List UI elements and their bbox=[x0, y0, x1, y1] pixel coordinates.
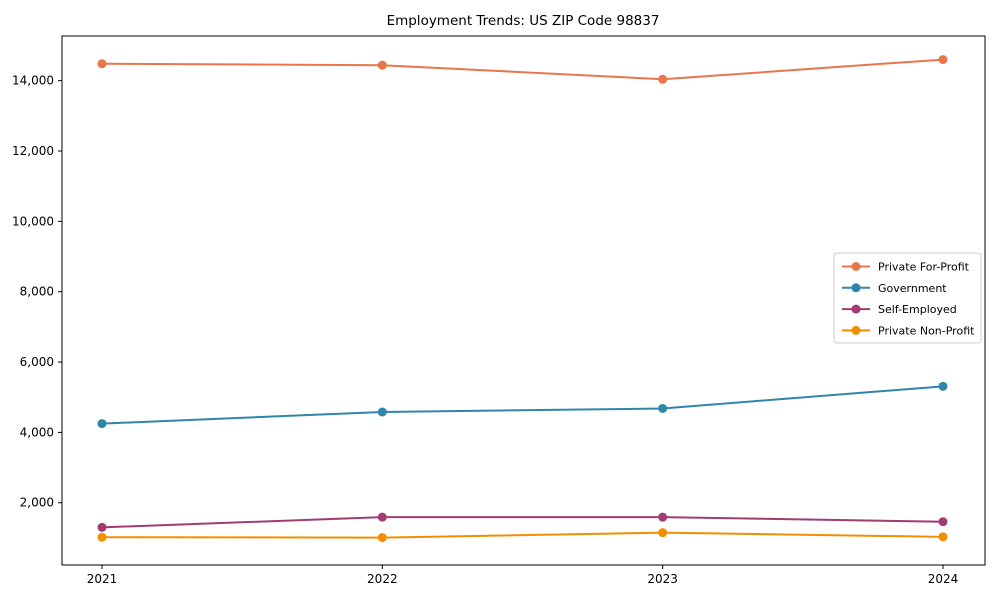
legend-label: Self-Employed bbox=[878, 303, 957, 316]
legend-marker bbox=[851, 325, 861, 335]
series-line-government bbox=[101, 385, 944, 425]
data-point-self-employed-2022 bbox=[377, 512, 387, 522]
data-point-private-for-profit-2021 bbox=[97, 59, 107, 69]
data-point-private-non-profit-2022 bbox=[377, 533, 387, 543]
data-point-private-non-profit-2023 bbox=[658, 528, 668, 538]
x-tick-label: 2024 bbox=[928, 572, 959, 586]
data-point-private-non-profit-2021 bbox=[97, 532, 107, 542]
legend-box bbox=[833, 252, 982, 344]
legend: Private For-Profit Government Self-Employe… bbox=[833, 252, 982, 344]
data-point-government-2023 bbox=[658, 403, 668, 413]
y-tick-label: 2,000 bbox=[20, 496, 54, 510]
legend-label: Private For-Profit bbox=[878, 261, 970, 274]
data-point-self-employed-2021 bbox=[97, 522, 107, 532]
data-point-private-for-profit-2022 bbox=[377, 60, 387, 70]
x-tick-label: 2022 bbox=[367, 572, 398, 586]
y-tick-label: 8,000 bbox=[20, 285, 54, 299]
legend-marker bbox=[851, 283, 861, 293]
legend-label: Government bbox=[878, 282, 947, 295]
data-point-self-employed-2024 bbox=[938, 517, 948, 527]
data-point-government-2024 bbox=[938, 381, 948, 391]
data-point-self-employed-2023 bbox=[658, 512, 668, 522]
legend-marker bbox=[851, 304, 861, 314]
y-tick-label: 14,000 bbox=[12, 74, 54, 88]
series-line-private-non-profit bbox=[101, 531, 944, 539]
x-tick-label: 2021 bbox=[87, 572, 118, 586]
plot-area: 2,000 4,000 6,000 8,000 10,000 12,000 14,000 20… bbox=[12, 35, 986, 586]
x-tick-label: 2023 bbox=[647, 572, 678, 586]
y-tick-label: 4,000 bbox=[20, 425, 54, 439]
data-point-government-2021 bbox=[97, 419, 107, 429]
y-tick-label: 12,000 bbox=[12, 144, 54, 158]
y-tick-label: 6,000 bbox=[20, 355, 54, 369]
data-point-government-2022 bbox=[377, 407, 387, 417]
series-line-private-for-profit bbox=[101, 58, 944, 81]
data-point-private-for-profit-2024 bbox=[938, 55, 948, 65]
plot-frame bbox=[61, 35, 986, 566]
legend-label: Private Non-Profit bbox=[878, 324, 975, 337]
chart-title: Employment Trends: US ZIP Code 98837 bbox=[387, 13, 660, 29]
data-point-private-non-profit-2024 bbox=[938, 532, 948, 542]
series-line-self-employed bbox=[101, 516, 944, 529]
data-point-private-for-profit-2023 bbox=[658, 74, 668, 84]
legend-marker bbox=[851, 262, 861, 271]
series-layer bbox=[97, 55, 948, 543]
y-tick-label: 10,000 bbox=[12, 214, 54, 228]
